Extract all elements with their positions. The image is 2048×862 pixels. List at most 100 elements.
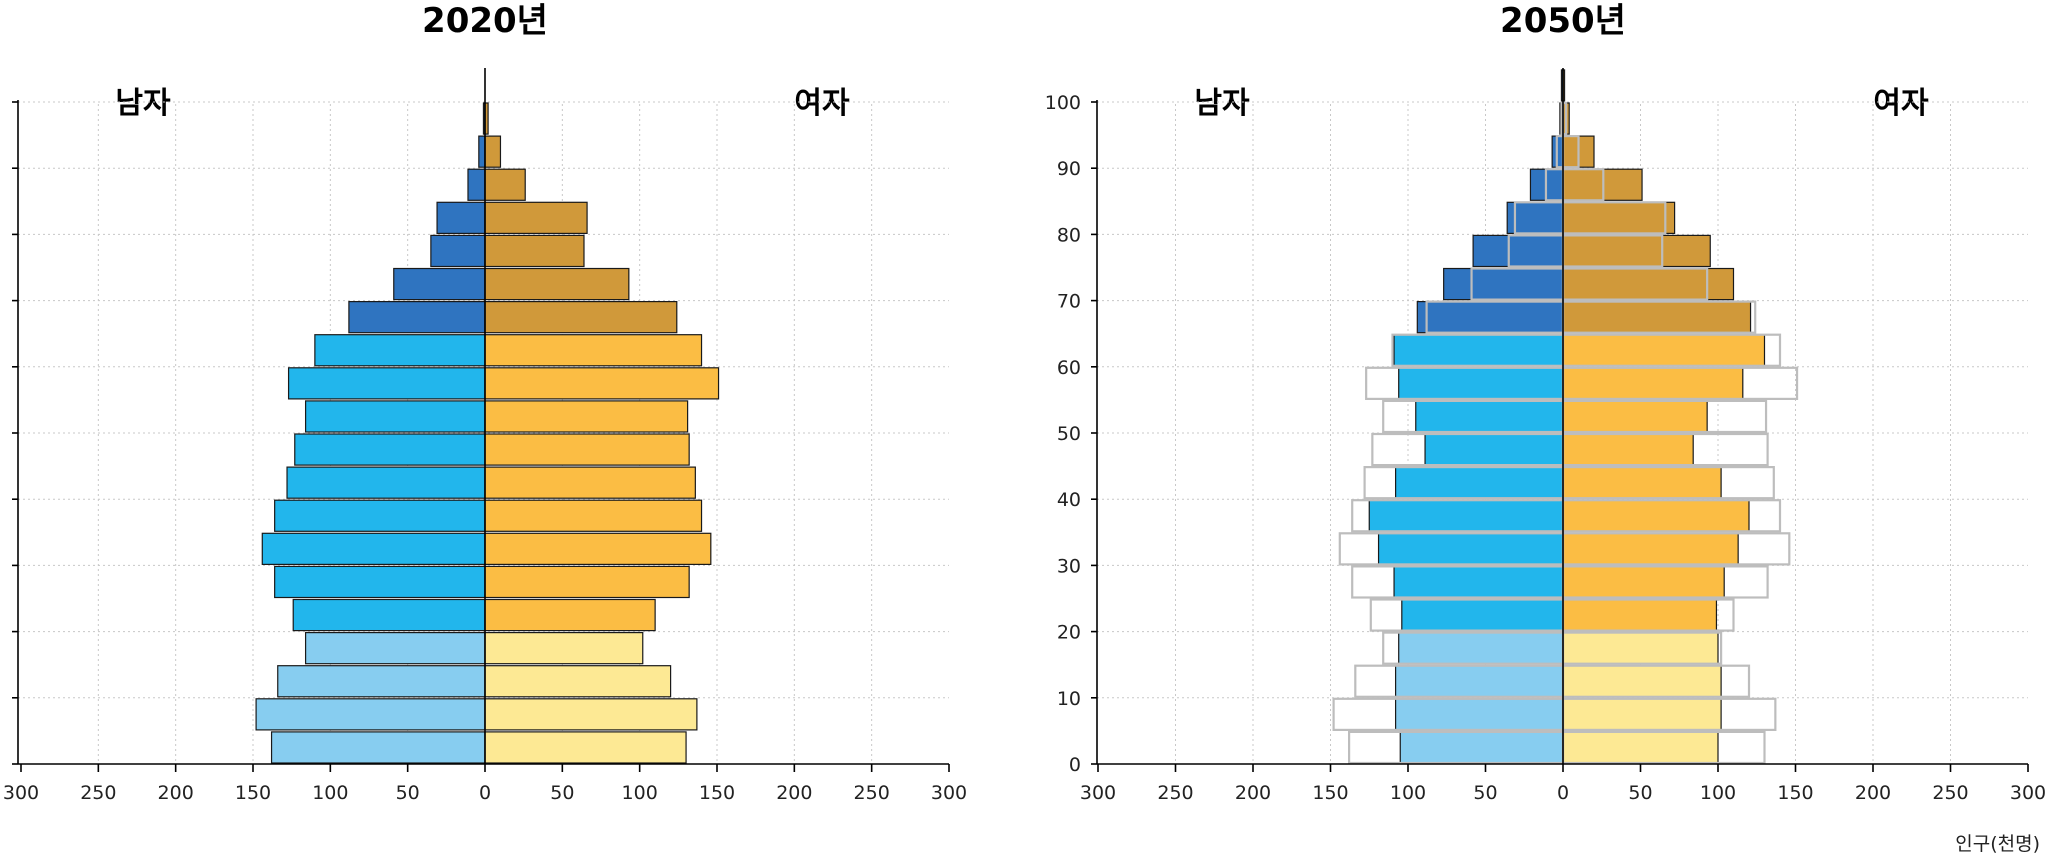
female-bar-65-69: [484, 301, 678, 334]
x-tick-label: 250: [80, 782, 116, 804]
male-bar-85-89: [467, 168, 486, 201]
female-bar-25-29: [1562, 565, 1725, 599]
male-bar-70-74: [1443, 267, 1564, 301]
female-bar-40-44: [1562, 466, 1722, 499]
left-female-label: 여자: [794, 86, 850, 121]
x-tick-label: 150: [699, 782, 735, 804]
x-tick-label: 300: [3, 782, 39, 804]
x-tick-label: 200: [1235, 782, 1271, 804]
y-tick-label: 30: [1057, 555, 1081, 577]
male-bar-5-9: [255, 698, 486, 731]
male-bar-35-39: [274, 499, 486, 532]
female-bar-35-39: [484, 499, 703, 532]
x-tick-label: 200: [1855, 782, 1891, 804]
male-bar-90-94: [478, 135, 486, 168]
x-tick-label: 300: [1080, 782, 1116, 804]
male-bar-45-49: [294, 433, 486, 466]
male-bar-10-14: [277, 665, 486, 698]
x-tick-label: 200: [776, 782, 812, 804]
x-tick-label: 250: [1932, 782, 1968, 804]
right-female-label: 여자: [1873, 86, 1929, 121]
male-bar-15-19: [1398, 631, 1564, 665]
male-bar-45-49: [1424, 433, 1564, 466]
female-bar-25-29: [484, 565, 690, 599]
female-bar-70-74: [484, 267, 630, 301]
male-bar-20-24: [1401, 598, 1564, 632]
left-chart-title: 2020년: [422, 1, 548, 41]
female-bar-0-4: [1562, 731, 1719, 764]
female-bar-5-9: [484, 698, 698, 731]
y-tick-label: 100: [1045, 92, 1081, 114]
x-tick-label: 300: [2010, 782, 2046, 804]
female-bar-30-34: [484, 532, 712, 565]
female-bar-60-64: [1562, 334, 1766, 367]
x-tick-label: 50: [1473, 782, 1497, 804]
female-bar-70-74: [1562, 267, 1735, 301]
female-bar-50-54: [1562, 400, 1708, 433]
y-tick-label: 10: [1057, 688, 1081, 710]
y-tick-label: 20: [1057, 622, 1081, 644]
male-bar-65-69: [1416, 301, 1564, 334]
female-bar-75-79: [484, 234, 585, 268]
male-bar-50-54: [1415, 400, 1564, 433]
female-bar-60-64: [484, 334, 703, 367]
female-bar-40-44: [484, 466, 696, 499]
x-axis-unit-label: 인구(천명): [1955, 833, 2040, 855]
right-chart-title: 2050년: [1500, 1, 1626, 41]
male-bar-60-64: [1393, 334, 1564, 367]
right-plot-area: 0 10 20 30 40 50 60 70 80 90 100 300 250 200 150 100 50 0…: [1045, 68, 2046, 804]
male-bar-0-4: [270, 731, 486, 764]
x-tick-label: 150: [1777, 782, 1813, 804]
female-bar-35-39: [1562, 499, 1750, 532]
female-bar-15-19: [1562, 631, 1719, 665]
x-tick-label: 250: [1157, 782, 1193, 804]
female-bar-30-34: [1562, 532, 1739, 565]
female-bar-85-89: [484, 168, 526, 201]
male-bar-65-69: [348, 301, 486, 334]
left-male-label: 남자: [115, 86, 171, 121]
x-tick-label: 0: [479, 782, 491, 804]
female-bar-5-9: [1562, 698, 1722, 731]
female-bar-65-69: [1562, 301, 1752, 334]
right-male-label: 남자: [1194, 86, 1250, 121]
male-bar-25-29: [274, 565, 486, 599]
female-bar-50-54: [484, 400, 689, 433]
male-bar-30-34: [1377, 532, 1564, 565]
y-tick-label: 50: [1057, 423, 1081, 445]
female-bar-80-84: [1562, 201, 1676, 235]
male-bar-15-19: [304, 631, 486, 665]
female-bar-10-14: [484, 665, 672, 698]
male-bar-25-29: [1393, 565, 1564, 599]
female-bar-90-94: [484, 135, 502, 168]
female-bar-55-59: [484, 367, 720, 400]
female-bar-75-79: [1562, 234, 1711, 268]
male-bar-60-64: [314, 334, 486, 367]
male-bar-55-59: [287, 367, 486, 400]
male-bar-75-79: [430, 234, 486, 268]
female-bar-80-84: [484, 201, 588, 235]
x-tick-label: 150: [235, 782, 271, 804]
female-bar-20-24: [1562, 598, 1718, 632]
male-bar-0-4: [1399, 731, 1564, 764]
y-tick-label: 80: [1057, 224, 1081, 246]
female-bar-0-4: [484, 731, 687, 764]
male-bar-40-44: [1394, 466, 1564, 499]
female-bar-55-59: [1562, 367, 1744, 400]
x-tick-label: 100: [312, 782, 348, 804]
male-bar-55-59: [1398, 367, 1564, 400]
left-plot-area: 300 250 200 150 100 50 0 50 100 150 200 250 300: [3, 68, 967, 804]
y-tick-label: 0: [1069, 754, 1081, 776]
male-bar-35-39: [1368, 499, 1564, 532]
x-tick-label: 100: [622, 782, 658, 804]
x-tick-label: 100: [1390, 782, 1426, 804]
male-bar-70-74: [393, 267, 486, 301]
x-tick-label: 50: [1628, 782, 1652, 804]
male-bar-75-79: [1472, 234, 1564, 268]
x-tick-label: 100: [1700, 782, 1736, 804]
female-bar-45-49: [1562, 433, 1694, 466]
female-bar-45-49: [484, 433, 690, 466]
y-tick-label: 60: [1057, 357, 1081, 379]
male-bar-40-44: [286, 466, 486, 499]
x-tick-label: 250: [854, 782, 890, 804]
